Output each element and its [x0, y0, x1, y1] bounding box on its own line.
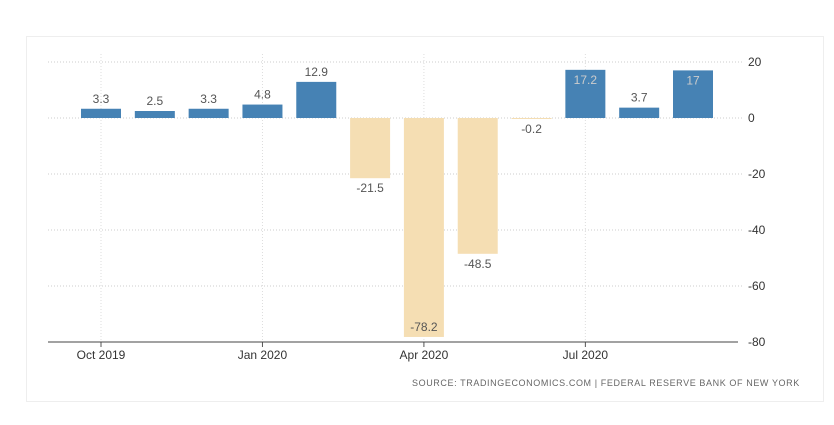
bar [511, 118, 552, 119]
bar-data-label: 17 [686, 73, 700, 87]
bar-data-label: 3.3 [200, 92, 217, 106]
bar [619, 107, 660, 118]
bar-data-label: 12.9 [305, 65, 329, 79]
bar-data-label: -48.5 [464, 257, 492, 271]
y-tick-label: -80 [748, 335, 766, 349]
bar [673, 70, 713, 118]
bar-data-label: 17.2 [574, 73, 598, 87]
bar-data-label: 3.3 [93, 92, 110, 106]
bar [296, 81, 337, 118]
bar [350, 118, 391, 179]
bar-data-label: -0.2 [521, 122, 542, 136]
x-tick-label: Jan 2020 [238, 348, 288, 362]
bar [565, 69, 606, 118]
x-tick-label: Jul 2020 [563, 348, 609, 362]
bar [81, 108, 121, 118]
bar [134, 111, 175, 118]
bar [242, 104, 283, 118]
bar-data-label: 3.7 [631, 91, 648, 105]
y-tick-label: -40 [748, 223, 766, 237]
y-tick-label: -20 [748, 167, 766, 181]
x-tick-label: Apr 2020 [400, 348, 449, 362]
bar-data-label: -78.2 [410, 320, 438, 334]
y-tick-label: -60 [748, 279, 766, 293]
bar-data-label: 4.8 [254, 88, 271, 102]
bar-data-label: 2.5 [146, 94, 163, 108]
y-tick-label: 0 [748, 111, 755, 125]
bar [188, 108, 229, 118]
y-tick-label: 20 [748, 55, 762, 69]
source-note: SOURCE: TRADINGECONOMICS.COM | FEDERAL R… [412, 378, 800, 388]
bar [457, 118, 498, 254]
bar-data-label: -21.5 [356, 181, 384, 195]
bar [403, 118, 444, 337]
x-tick-label: Oct 2019 [77, 348, 126, 362]
